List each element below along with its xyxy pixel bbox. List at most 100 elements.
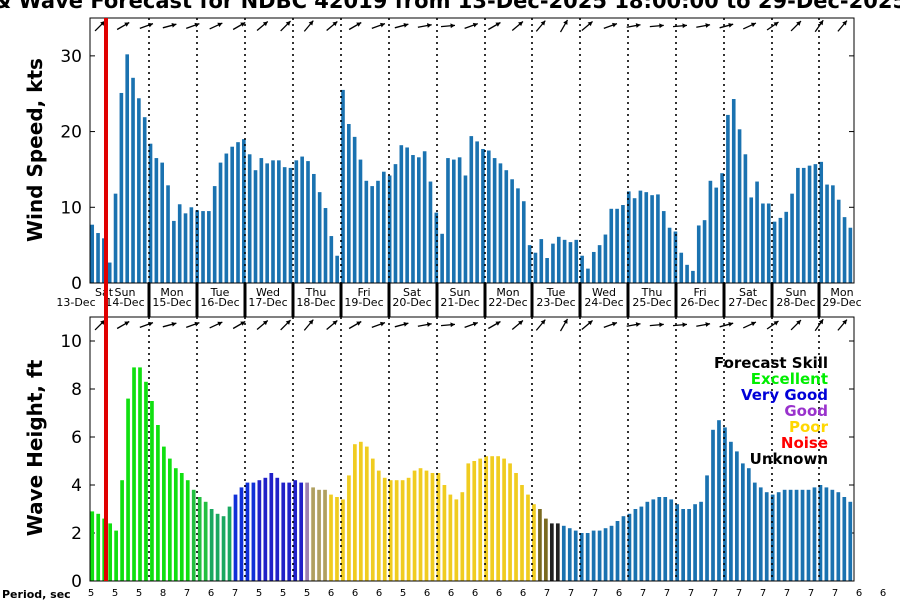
wind-arrow <box>814 318 824 332</box>
wind-arrow <box>535 319 546 331</box>
bar <box>463 175 468 283</box>
arrow-head <box>659 23 664 29</box>
bar <box>633 509 638 581</box>
wind-arrow <box>719 23 734 29</box>
bar <box>651 499 656 581</box>
arrow-head <box>194 22 200 28</box>
bar <box>162 446 166 581</box>
arrow-head <box>450 23 455 29</box>
y-tick-label: 20 <box>60 123 82 143</box>
day-label: Fri <box>693 286 706 299</box>
arrow-head <box>356 22 362 27</box>
bar <box>691 270 695 283</box>
period-tick: 7 <box>712 588 718 599</box>
bar <box>472 461 477 581</box>
period-tick: 7 <box>688 588 694 599</box>
period-tick: 7 <box>640 588 646 599</box>
bar <box>294 160 299 283</box>
wind-arrow <box>742 321 757 329</box>
date-label: 28-Dec <box>776 296 815 309</box>
day-label: Thu <box>641 286 663 299</box>
arrow-head <box>818 20 824 26</box>
bar <box>475 141 479 283</box>
date-label: 22-Dec <box>488 296 527 309</box>
bar <box>761 203 765 283</box>
bar <box>126 398 130 581</box>
day-label: Mon <box>496 286 519 299</box>
bar <box>150 401 154 581</box>
arrow-head <box>332 320 338 326</box>
bar <box>657 497 662 581</box>
bar <box>335 497 339 581</box>
bar <box>819 161 824 283</box>
bar <box>675 504 680 581</box>
bar <box>667 227 672 283</box>
bar <box>227 506 232 581</box>
arrow-head <box>563 318 568 324</box>
arrow-head <box>426 23 432 28</box>
bar <box>650 195 654 283</box>
bar <box>603 528 608 581</box>
bar <box>107 262 112 283</box>
period-tick: 7 <box>736 588 742 599</box>
wind-arrow <box>303 20 314 32</box>
bar <box>735 451 739 581</box>
date-label: 24-Dec <box>584 296 623 309</box>
wind-arrow <box>209 22 223 30</box>
bar <box>539 239 544 283</box>
wind-arrow <box>440 322 456 328</box>
wind-arrow <box>326 320 338 330</box>
bar <box>790 193 794 283</box>
bar <box>460 492 465 581</box>
day-label: Mon <box>160 286 183 299</box>
bar <box>788 489 793 581</box>
bar <box>446 158 450 283</box>
arrow-head <box>332 21 338 27</box>
wind-arrow <box>139 321 154 329</box>
arrow-head <box>308 20 314 26</box>
arrow-head <box>262 21 268 27</box>
arrow-head <box>148 321 153 327</box>
bar <box>405 147 409 283</box>
bar <box>323 208 328 283</box>
bar <box>312 173 316 283</box>
date-label: 25-Dec <box>632 296 671 309</box>
bar <box>812 487 817 581</box>
bar <box>113 193 118 283</box>
bar <box>621 205 625 283</box>
arrow-head <box>426 322 432 327</box>
legend-entry: Good <box>784 402 828 420</box>
period-tick: 7 <box>568 588 574 599</box>
bar <box>514 473 518 581</box>
wind-arrow <box>94 20 106 32</box>
wind-arrow <box>185 321 200 329</box>
bar <box>299 482 304 581</box>
bar <box>720 173 724 283</box>
bar <box>679 252 684 283</box>
bar <box>197 497 202 581</box>
bar <box>428 181 433 283</box>
bar <box>376 180 380 283</box>
arrow-head <box>796 320 801 325</box>
bar <box>508 463 512 581</box>
day-label: Wed <box>256 286 280 299</box>
wind-arrow <box>280 319 292 331</box>
arrow-head <box>217 22 223 28</box>
wind-arrow <box>116 320 130 330</box>
arrow-head <box>705 23 711 28</box>
wave-frame <box>89 316 855 582</box>
bar <box>96 233 100 283</box>
bar <box>364 446 369 581</box>
bar <box>148 143 153 283</box>
arrow-head <box>682 23 687 29</box>
bar <box>364 180 369 283</box>
wind-arrow <box>348 320 362 330</box>
arrow-head <box>262 320 268 326</box>
bar <box>300 156 304 283</box>
arrow-head <box>587 320 593 326</box>
wind-arrow <box>464 321 479 329</box>
period-tick: 6 <box>520 588 526 599</box>
wind-frame <box>89 17 855 284</box>
wind-y-ticks: 0 10 20 30 <box>60 47 854 294</box>
